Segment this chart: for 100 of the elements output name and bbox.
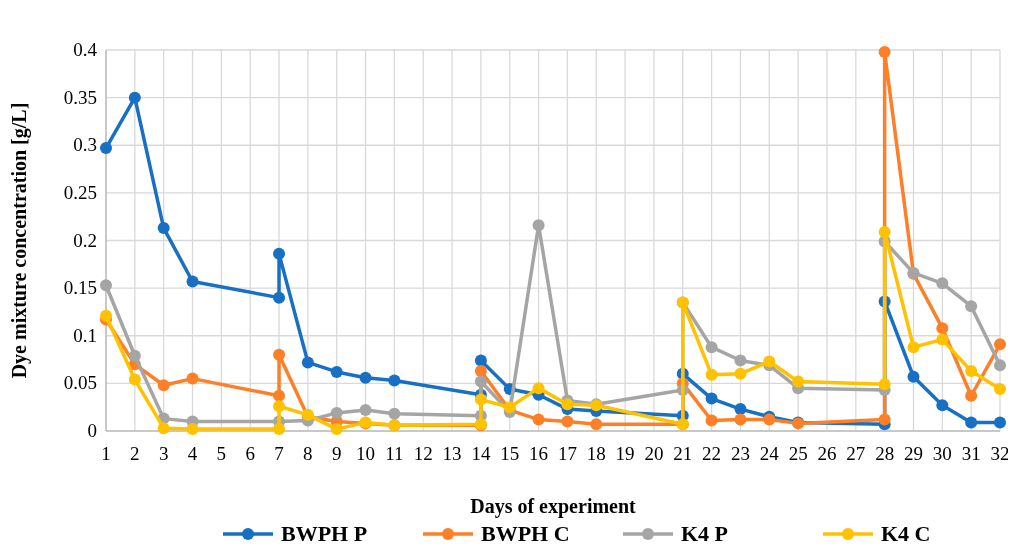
- point: [532, 219, 545, 232]
- point: [734, 354, 747, 367]
- legend-label: K4 P: [681, 521, 729, 546]
- point: [965, 416, 978, 429]
- point: [878, 225, 891, 238]
- point: [965, 364, 978, 377]
- point: [878, 45, 891, 58]
- y-tick-label: 0.3: [73, 134, 97, 156]
- x-tick-label: 15: [500, 443, 520, 464]
- y-tick-label: 0.2: [73, 229, 97, 251]
- point: [994, 359, 1006, 372]
- x-tick-label: 3: [158, 443, 169, 464]
- point: [936, 277, 949, 290]
- x-tick-label: 13: [442, 443, 462, 464]
- point: [561, 415, 574, 428]
- x-tick-label: 16: [529, 443, 549, 464]
- point: [330, 423, 343, 436]
- x-tick-label: 18: [586, 443, 606, 464]
- point: [994, 383, 1006, 396]
- point: [705, 392, 718, 405]
- x-tick-label: 6: [245, 443, 255, 464]
- point: [936, 333, 949, 346]
- point: [128, 373, 141, 386]
- point: [157, 422, 170, 435]
- point: [273, 400, 286, 413]
- point: [705, 368, 718, 381]
- point: [792, 375, 805, 388]
- y-tick-label: 0.4: [73, 39, 98, 60]
- x-tick-label: 5: [216, 443, 227, 464]
- x-tick-label: 1: [101, 443, 111, 464]
- x-tick-label: 22: [702, 443, 722, 464]
- point: [532, 382, 545, 395]
- point: [474, 354, 487, 367]
- point: [273, 348, 286, 361]
- x-tick-label: 9: [331, 443, 342, 464]
- point: [965, 389, 978, 402]
- x-tick-label: 4: [187, 443, 198, 464]
- point: [734, 413, 747, 426]
- y-tick-label: 0.35: [63, 86, 97, 108]
- x-tick-label: 20: [644, 443, 664, 464]
- x-tick-label: 12: [413, 443, 433, 464]
- x-tick-label: 7: [274, 443, 284, 464]
- legend-label: K4 C: [881, 521, 931, 546]
- x-tick-label: 8: [303, 443, 313, 464]
- legend-label: BWPH P: [281, 521, 368, 546]
- point: [273, 291, 286, 304]
- x-tick-label: 25: [788, 443, 808, 464]
- x-tick-label: 11: [385, 443, 404, 464]
- point: [100, 279, 112, 292]
- point: [474, 364, 487, 377]
- point: [907, 370, 920, 383]
- x-tick-label: 23: [730, 443, 750, 464]
- point: [388, 374, 401, 387]
- x-tick-label: 26: [817, 443, 837, 464]
- x-tick-label: 30: [932, 443, 952, 464]
- x-tick-label: 17: [557, 443, 577, 464]
- point: [330, 406, 343, 419]
- point: [273, 423, 286, 436]
- point: [734, 367, 747, 380]
- y-tick-label: 0.25: [63, 181, 97, 203]
- point: [705, 341, 718, 354]
- point: [734, 403, 747, 416]
- x-axis-title: Days of experiment: [470, 495, 637, 518]
- point: [157, 379, 170, 392]
- point: [474, 393, 487, 406]
- point: [532, 413, 545, 426]
- x-tick-label: 14: [471, 443, 491, 464]
- point: [705, 414, 718, 427]
- point: [301, 356, 314, 369]
- x-tick-label: 28: [875, 443, 895, 464]
- point: [100, 142, 112, 155]
- point: [561, 398, 574, 411]
- point: [878, 378, 891, 391]
- x-tick-label: 2: [130, 443, 140, 464]
- point: [965, 300, 978, 313]
- point: [330, 365, 343, 378]
- point: [359, 371, 372, 384]
- point: [186, 423, 199, 436]
- point: [878, 413, 891, 426]
- point: [936, 399, 949, 412]
- x-tick-label: 31: [961, 443, 981, 464]
- point: [474, 375, 487, 388]
- y-tick-label: 0: [87, 420, 97, 441]
- legend-label: BWPH C: [481, 521, 570, 546]
- x-tick-label: 10: [356, 443, 376, 464]
- y-axis-title: Dye mixture concentration [g/L]: [8, 102, 31, 379]
- x-tick-label: 21: [673, 443, 693, 464]
- point: [186, 372, 199, 385]
- point: [273, 389, 286, 402]
- point: [388, 407, 401, 420]
- point: [273, 247, 286, 260]
- point: [936, 322, 949, 335]
- x-tick-label: 32: [990, 443, 1010, 464]
- y-tick-label: 0.15: [63, 277, 97, 299]
- y-tick-label: 0.05: [63, 372, 97, 394]
- x-tick-label: 24: [759, 443, 780, 464]
- point: [128, 349, 141, 362]
- point: [994, 416, 1006, 429]
- point: [157, 222, 170, 235]
- point: [359, 404, 372, 417]
